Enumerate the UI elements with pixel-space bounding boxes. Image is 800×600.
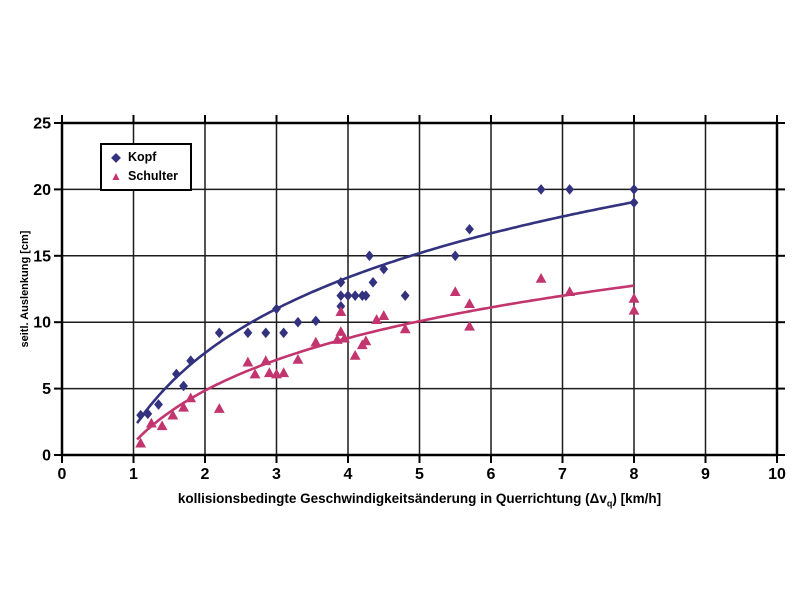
x-axis-title-text: kollisionsbedingte Geschwindigkeitsänder…	[177, 491, 607, 506]
kopf-point	[311, 315, 321, 327]
schulter-point	[263, 367, 275, 378]
schulter-trendline	[136, 284, 635, 441]
legend-label-kopf: Kopf	[128, 150, 157, 164]
y-tick-label: 5	[42, 381, 51, 398]
x-tick-label: 1	[129, 466, 138, 483]
kopf-point	[336, 290, 346, 301]
schulter-point	[349, 350, 361, 360]
x-axis-title-unit: ) [km/h]	[612, 491, 662, 506]
kopf-point	[272, 303, 281, 315]
x-tick-label: 9	[701, 466, 710, 483]
kopf-point	[361, 290, 371, 301]
legend-label-schulter: Schulter	[128, 169, 179, 184]
kopf-trendline	[136, 200, 635, 424]
y-tick-label: 25	[33, 116, 51, 133]
x-tick-label: 0	[58, 466, 67, 483]
x-tick-label: 8	[630, 466, 639, 483]
kopf-point	[214, 327, 224, 339]
schulter-point	[449, 286, 461, 297]
kopf-point	[629, 184, 639, 195]
kopf-point	[400, 290, 410, 301]
schulter-point	[185, 392, 197, 403]
kopf-point	[143, 408, 153, 420]
x-tick-label: 7	[558, 466, 567, 483]
schulter-point	[464, 298, 475, 309]
kopf-point	[186, 355, 196, 367]
x-tick-label: 10	[768, 466, 786, 483]
y-tick-label: 0	[42, 448, 51, 465]
schulter-point	[213, 403, 225, 413]
legend-item-kopf: ◆ Kopf	[109, 148, 178, 166]
schulter-point	[339, 332, 350, 343]
schulter-point	[378, 310, 390, 320]
legend: ◆ Kopf ▲ Schulter	[100, 143, 193, 192]
y-tick-label: 20	[33, 182, 51, 199]
diamond-marker-icon: ◆	[111, 150, 121, 165]
kopf-point	[536, 184, 546, 195]
x-tick-label: 2	[201, 466, 210, 483]
kopf-point	[379, 263, 389, 275]
schulter-point	[167, 409, 179, 420]
kopf-point	[565, 184, 575, 195]
schulter-point	[242, 356, 254, 367]
kopf-point	[450, 250, 460, 262]
schulter-point	[249, 368, 261, 379]
kopf-point	[179, 380, 188, 392]
kopf-point	[343, 290, 353, 301]
kopf-point	[368, 277, 378, 288]
schulter-point	[260, 355, 272, 366]
schulter-point	[292, 353, 304, 364]
y-tick-label: 10	[33, 315, 51, 332]
kopf-point	[261, 327, 271, 339]
schulter-point	[564, 286, 576, 297]
kopf-point	[365, 250, 374, 262]
schulter-point	[135, 437, 147, 448]
schulter-point	[145, 417, 157, 428]
kopf-point	[465, 223, 474, 235]
schulter-point	[156, 420, 168, 431]
schulter-point	[335, 306, 347, 316]
x-tick-label: 4	[344, 466, 353, 483]
schulter-point	[628, 292, 640, 303]
schulter-point	[464, 320, 475, 331]
x-tick-label: 6	[487, 466, 496, 483]
schulter-point	[360, 335, 372, 346]
kopf-point	[293, 316, 303, 328]
kopf-point	[279, 327, 289, 339]
x-tick-label: 3	[272, 466, 281, 483]
schulter-point	[335, 326, 347, 336]
schulter-point	[178, 401, 189, 412]
x-axis-title: kollisionsbedingte Geschwindigkeitsänder…	[62, 491, 777, 509]
x-axis-title-subscript: q	[606, 498, 613, 509]
triangle-marker-icon: ▲	[110, 169, 122, 184]
schulter-point	[399, 323, 411, 334]
schulter-point	[628, 304, 640, 315]
kopf-point	[154, 399, 163, 410]
x-tick-label: 5	[415, 466, 424, 483]
kopf-point	[243, 327, 253, 339]
schulter-point	[278, 367, 290, 378]
y-axis-title: seitl. Auslenkung [cm]	[19, 230, 31, 348]
kopf-point	[172, 368, 181, 380]
legend-item-schulter: ▲ Schulter	[109, 167, 178, 185]
kopf-point	[350, 290, 360, 301]
kopf-point	[136, 409, 146, 421]
schulter-point	[371, 314, 382, 324]
schulter-point	[310, 336, 322, 347]
schulter-point	[535, 272, 547, 283]
y-tick-label: 15	[33, 248, 51, 265]
kopf-point	[629, 197, 639, 208]
kopf-point	[336, 277, 346, 288]
